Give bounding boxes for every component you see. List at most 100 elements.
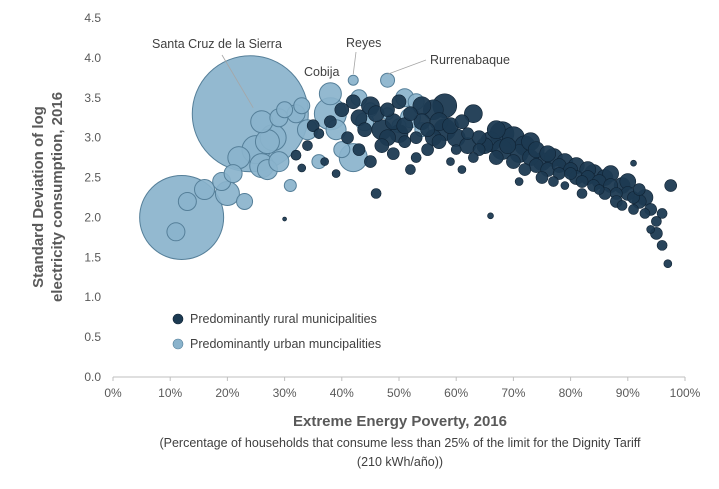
point-rural [630, 159, 637, 167]
point-urban [194, 179, 216, 201]
y-axis-title-line2: electricity consumption, 2016 [49, 92, 66, 302]
point-urban [380, 72, 396, 88]
point-rural [646, 225, 655, 234]
point-urban [250, 110, 274, 134]
annotation-label: Rurrenabaque [430, 53, 510, 67]
point-rural [548, 176, 559, 187]
annotation-label: Cobija [304, 65, 339, 79]
axes-layer: 0% 10% 20% 30% 40% 50% 60% 70% 80% 90% 100% 0.0 0.5 1… [84, 11, 700, 400]
y-tick-label: 0.5 [84, 330, 101, 344]
point-rural [409, 131, 423, 144]
point-rural [421, 143, 434, 156]
point-urban [254, 129, 280, 155]
point-urban [293, 97, 311, 115]
point-rural [320, 157, 329, 166]
point-rural [331, 169, 341, 178]
x-axis-title: Extreme Energy Poverty, 2016 [293, 413, 507, 430]
y-tick-label: 2.0 [84, 210, 101, 224]
point-urban [166, 222, 186, 242]
point-rural [297, 163, 307, 173]
y-tick-label: 3.5 [84, 91, 101, 105]
y-tick-label: 1.5 [84, 250, 101, 264]
point-rural [313, 128, 325, 139]
point-urban [268, 151, 290, 173]
point-rural [472, 143, 486, 156]
annotation-label: Santa Cruz de la Sierra [152, 37, 282, 51]
point-rural [639, 208, 651, 219]
point-urban [236, 192, 254, 210]
annotation-layer: Santa Cruz de la Sierra Reyes Cobija Rurren… [152, 36, 510, 108]
y-tick-label: 1.0 [84, 290, 101, 304]
x-tick-label: 90% [616, 386, 640, 400]
point-rural [663, 259, 673, 269]
point-urban [276, 101, 294, 119]
y-axis-title-line1: Standard Deviation of log [30, 106, 47, 288]
x-tick-label: 0% [104, 386, 122, 400]
point-rural [593, 184, 605, 195]
x-tick-label: 40% [330, 386, 354, 400]
point-rural [446, 157, 455, 166]
point-rural [468, 152, 479, 163]
point-rural [352, 143, 366, 156]
y-tick-label: 3.0 [84, 131, 101, 145]
point-rural [380, 102, 395, 118]
point-rural [576, 188, 588, 199]
y-tick-label: 4.5 [84, 11, 101, 25]
point-rural [334, 102, 350, 118]
point-urban [177, 191, 197, 211]
annotation-leader-line [221, 54, 254, 108]
legend-marker-urban [172, 338, 184, 350]
point-rural [431, 134, 447, 149]
point-rural [518, 163, 532, 176]
point-rural [632, 183, 646, 196]
point-rural [391, 94, 407, 110]
annotation-label: Reyes [346, 36, 381, 50]
x-axis-subtitle-line2: (210 kWh/año)) [357, 455, 443, 469]
y-tick-label: 0.0 [84, 370, 101, 384]
point-rural [345, 94, 361, 110]
point-rural [398, 135, 412, 148]
x-axis-subtitle-line1: (Percentage of households that consume l… [159, 436, 641, 450]
point-rural [324, 115, 337, 129]
point-rural [461, 127, 474, 140]
point-rural [486, 120, 506, 139]
point-urban [347, 74, 359, 86]
point-rural [410, 152, 422, 163]
point-rural [535, 171, 549, 184]
point-rural [560, 181, 570, 190]
x-tick-label: 30% [273, 386, 297, 400]
point-urban [283, 179, 297, 193]
legend-marker-rural [172, 313, 184, 325]
point-rural [539, 145, 557, 162]
point-rural [656, 240, 668, 251]
point-rural [364, 155, 377, 168]
point-rural [374, 138, 390, 153]
point-rural [506, 154, 521, 169]
x-tick-label: 60% [444, 386, 468, 400]
legend-label-rural: Predominantly rural municipalities [190, 312, 377, 326]
point-rural [341, 131, 354, 144]
legend: Predominantly rural municipalities Predo… [172, 312, 381, 351]
y-tick-label: 2.5 [84, 171, 101, 185]
point-rural [464, 104, 483, 124]
legend-label-urban: Predominantly urban muncipalities [190, 337, 381, 351]
point-rural [306, 119, 320, 132]
point-rural [302, 140, 313, 151]
y-tick-label: 4.0 [84, 51, 101, 65]
point-rural [514, 177, 524, 186]
point-rural [487, 212, 494, 220]
point-rural [616, 200, 628, 211]
point-rural [656, 208, 668, 219]
point-rural [420, 122, 435, 137]
point-rural [450, 144, 462, 155]
point-rural [290, 149, 302, 161]
point-rural [386, 147, 400, 160]
annotation-leader-line [352, 51, 357, 75]
point-rural [282, 216, 287, 222]
annotation-leader-line [387, 59, 427, 75]
x-tick-label: 50% [387, 386, 411, 400]
point-rural [499, 137, 516, 154]
point-rural [664, 179, 678, 192]
